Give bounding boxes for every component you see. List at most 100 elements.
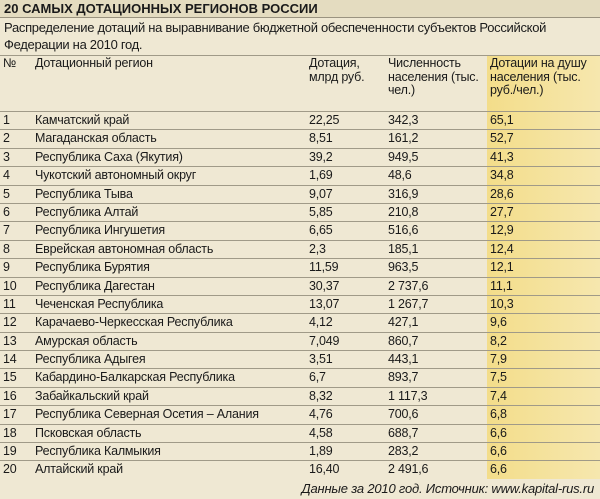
- table-cell: 10: [0, 276, 32, 296]
- table-cell: 2 491,6: [385, 460, 487, 479]
- table-cell: 1 117,3: [385, 386, 487, 406]
- table-row: 4 Чукотский автономный округ 1,69 48,6 34,8: [0, 166, 600, 186]
- table-cell: 12: [0, 313, 32, 333]
- table-row: 12 Карачаево-Черкесская Республика 4,12 427…: [0, 313, 600, 333]
- column-header: Дотация, млрд руб.: [306, 55, 385, 112]
- table-row: 3 Республика Саха (Якутия) 39,2 949,5 41,3: [0, 147, 600, 167]
- table-cell: 9: [0, 258, 32, 278]
- table-cell: 893,7: [385, 368, 487, 388]
- table-cell: 3,51: [306, 350, 385, 369]
- table-cell: 22,25: [306, 110, 385, 130]
- table-cell: 700,6: [385, 405, 487, 425]
- table-row: 19 Республика Калмыкия 1,89 283,2 6,6: [0, 442, 600, 461]
- table-cell: 2,3: [306, 239, 385, 259]
- table-cell: 185,1: [385, 239, 487, 259]
- table-cell: Республика Бурятия: [32, 258, 306, 278]
- title: 20 САМЫХ ДОТАЦИОННЫХ РЕГИОНОВ РОССИИ: [0, 0, 600, 18]
- table-row: 13 Амурская область 7,049 860,7 8,2: [0, 331, 600, 351]
- table-cell: 6,6: [487, 423, 600, 443]
- table-cell: Магаданская область: [32, 129, 306, 149]
- table-cell: 6,6: [487, 442, 600, 461]
- table-cell: 13,07: [306, 294, 385, 314]
- table-cell: 1,69: [306, 166, 385, 186]
- table-cell: 5: [0, 184, 32, 204]
- table-cell: Чеченская Республика: [32, 294, 306, 314]
- table-cell: Республика Северная Осетия – Алания: [32, 405, 306, 425]
- table-cell: 65,1: [487, 110, 600, 130]
- table-cell: 283,2: [385, 442, 487, 461]
- table-cell: 342,3: [385, 110, 487, 130]
- table-cell: 28,6: [487, 184, 600, 204]
- table-cell: 52,7: [487, 129, 600, 149]
- table-cell: 12,4: [487, 239, 600, 259]
- table-cell: 6,65: [306, 221, 385, 241]
- table-cell: 8: [0, 239, 32, 259]
- table-cell: Республика Адыгея: [32, 350, 306, 369]
- table-cell: Чукотский автономный округ: [32, 166, 306, 186]
- table-cell: 11: [0, 294, 32, 314]
- column-header: №: [0, 55, 32, 112]
- column-header: Численность населения (тыс. чел.): [385, 55, 487, 112]
- table-cell: 6: [0, 202, 32, 222]
- table-cell: 7,4: [487, 386, 600, 406]
- table-cell: 860,7: [385, 331, 487, 351]
- table-row: 5 Республика Тыва 9,07 316,9 28,6: [0, 184, 600, 204]
- table-cell: Республика Калмыкия: [32, 442, 306, 461]
- table-cell: 8,51: [306, 129, 385, 149]
- table-cell: 427,1: [385, 313, 487, 333]
- table-cell: 516,6: [385, 221, 487, 241]
- table-cell: 41,3: [487, 147, 600, 167]
- table-cell: 3: [0, 147, 32, 167]
- table-cell: 210,8: [385, 202, 487, 222]
- table-cell: 8,2: [487, 331, 600, 351]
- table-cell: 4: [0, 166, 32, 186]
- table-cell: Карачаево-Черкесская Республика: [32, 313, 306, 333]
- table-row: 16 Забайкальский край 8,32 1 117,3 7,4: [0, 386, 600, 406]
- table-cell: Забайкальский край: [32, 386, 306, 406]
- column-header: Дотации на душу населения (тыс. руб./чел…: [487, 55, 600, 112]
- table-row: 11 Чеченская Республика 13,07 1 267,7 10,3: [0, 294, 600, 314]
- table-cell: Республика Саха (Якутия): [32, 147, 306, 167]
- table-cell: 15: [0, 368, 32, 388]
- table-row: 14 Республика Адыгея 3,51 443,1 7,9: [0, 350, 600, 369]
- subtitle: Распределение дотаций на выравнивание бю…: [4, 20, 547, 52]
- table-row: 7 Республика Ингушетия 6,65 516,6 12,9: [0, 221, 600, 241]
- table-cell: 6,6: [487, 460, 600, 479]
- table-cell: 1,89: [306, 442, 385, 461]
- table-cell: 2: [0, 129, 32, 149]
- table-cell: 16,40: [306, 460, 385, 479]
- table-cell: 12,1: [487, 258, 600, 278]
- table-cell: 7,049: [306, 331, 385, 351]
- table-cell: 1: [0, 110, 32, 130]
- table-cell: 5,85: [306, 202, 385, 222]
- table-cell: Республика Алтай: [32, 202, 306, 222]
- table-row: 6 Республика Алтай 5,85 210,8 27,7: [0, 202, 600, 222]
- table-cell: 161,2: [385, 129, 487, 149]
- table-row: 8 Еврейская автономная область 2,3 185,1 12,…: [0, 239, 600, 259]
- table-cell: 19: [0, 442, 32, 461]
- header-row: № Дотационный регион Дотация, млрд руб. Чис…: [0, 55, 600, 112]
- table-row: 10 Республика Дагестан 30,37 2 737,6 11,1: [0, 276, 600, 296]
- table-cell: 34,8: [487, 166, 600, 186]
- table-cell: Псковская область: [32, 423, 306, 443]
- table-row: 18 Псковская область 4,58 688,7 6,6: [0, 423, 600, 443]
- table-cell: Камчатский край: [32, 110, 306, 130]
- table-cell: 30,37: [306, 276, 385, 296]
- table-row: 20 Алтайский край 16,40 2 491,6 6,6: [0, 460, 600, 479]
- table-cell: 6,8: [487, 405, 600, 425]
- table-cell: 9,6: [487, 313, 600, 333]
- table-cell: 11,59: [306, 258, 385, 278]
- table-cell: 17: [0, 405, 32, 425]
- table-cell: Республика Ингушетия: [32, 221, 306, 241]
- table-cell: 7,9: [487, 350, 600, 369]
- table-cell: 1 267,7: [385, 294, 487, 314]
- table-cell: 7: [0, 221, 32, 241]
- table-cell: 7,5: [487, 368, 600, 388]
- table-cell: 2 737,6: [385, 276, 487, 296]
- source-note: Данные за 2010 год. Источник: www.kapita…: [301, 481, 595, 496]
- table-cell: 16: [0, 386, 32, 406]
- table-cell: 4,12: [306, 313, 385, 333]
- table-cell: 316,9: [385, 184, 487, 204]
- table-row: 1 Камчатский край 22,25 342,3 65,1: [0, 110, 600, 130]
